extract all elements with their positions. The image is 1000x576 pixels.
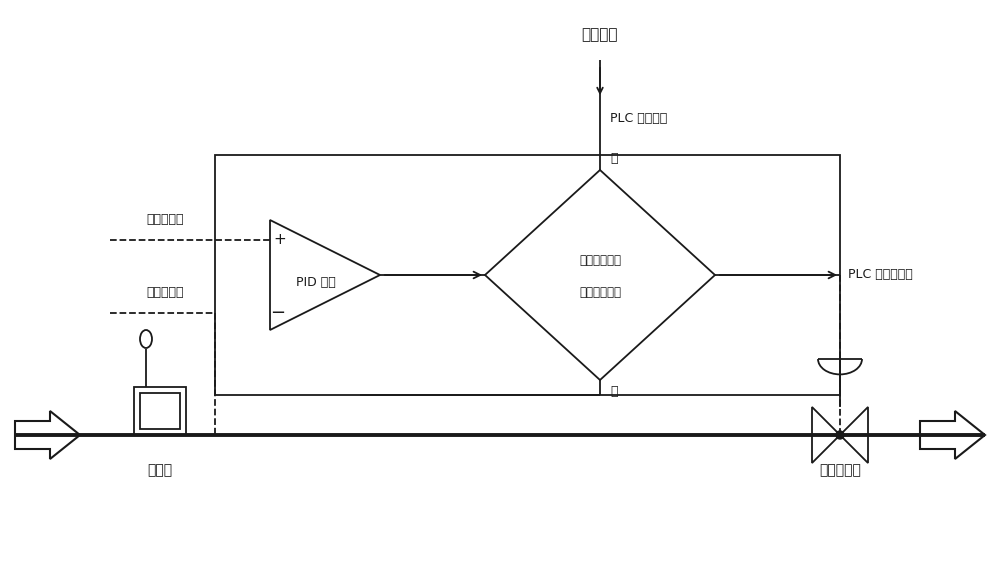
Bar	[215, 155, 840, 395]
Text: 流量设定值: 流量设定值	[146, 213, 184, 226]
Polygon shape	[15, 411, 80, 459]
Bar	[140, 393, 180, 429]
Polygon shape	[485, 170, 715, 380]
Text: PLC 模拟量输出: PLC 模拟量输出	[848, 268, 913, 282]
Text: 超过设定偏差: 超过设定偏差	[579, 286, 621, 300]
Text: PID 运算: PID 运算	[296, 276, 336, 290]
Text: −: −	[270, 304, 286, 322]
Text: PLC 数字输出: PLC 数字输出	[610, 112, 667, 124]
Text: 报警提示: 报警提示	[582, 28, 618, 43]
Circle shape	[836, 431, 844, 439]
Polygon shape	[270, 220, 380, 330]
Polygon shape	[812, 407, 840, 463]
Text: +: +	[274, 233, 286, 248]
Text: 在调节周期内: 在调节周期内	[579, 253, 621, 267]
Text: 流量调节阀: 流量调节阀	[819, 463, 861, 477]
Text: 否: 否	[610, 385, 618, 398]
Polygon shape	[920, 411, 985, 459]
Bar	[134, 387, 186, 435]
Text: 是: 是	[610, 152, 618, 165]
Ellipse shape	[140, 330, 152, 348]
Text: 流量计: 流量计	[147, 463, 173, 477]
Polygon shape	[840, 407, 868, 463]
Text: 流量计读数: 流量计读数	[146, 286, 184, 299]
